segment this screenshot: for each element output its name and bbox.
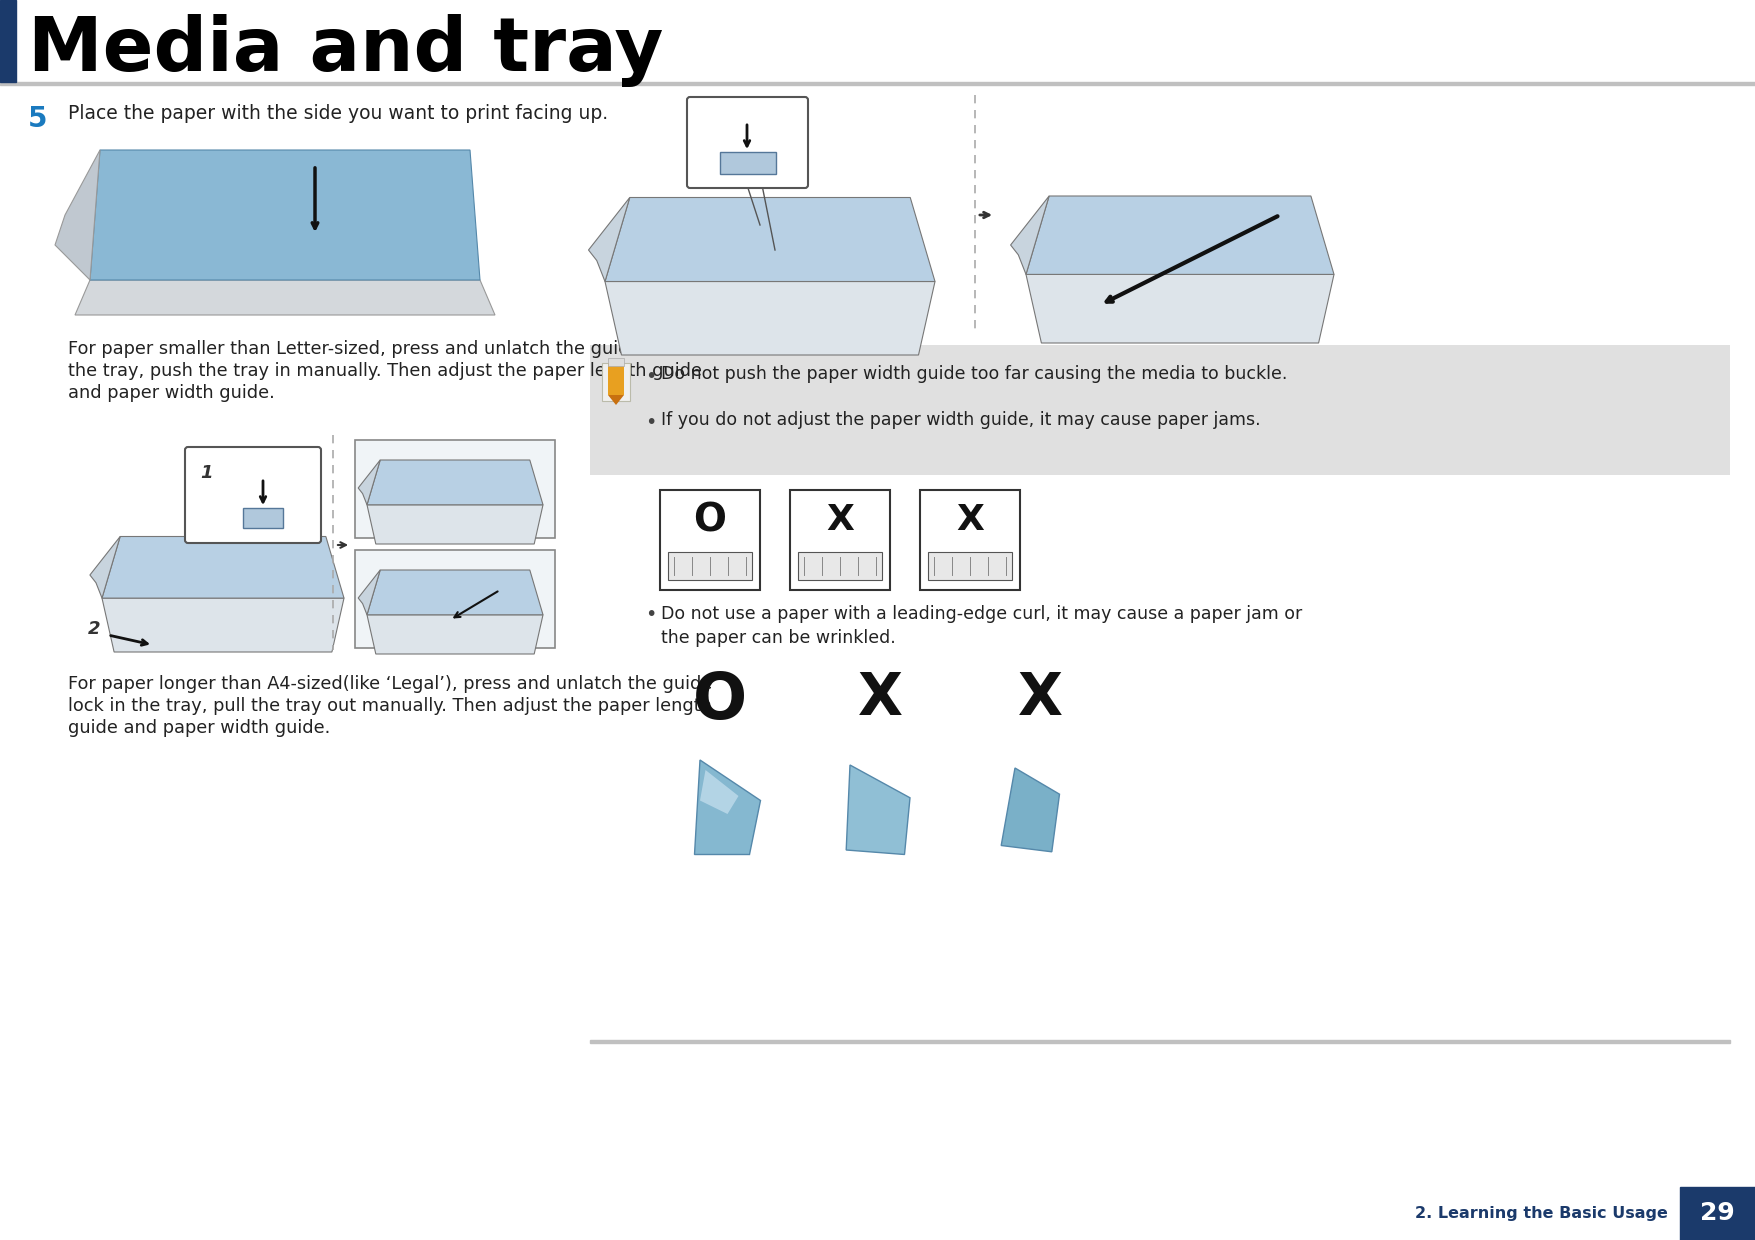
Polygon shape: [1011, 196, 1049, 274]
Text: O: O: [693, 670, 748, 732]
Text: Do not push the paper width guide too far causing the media to buckle.: Do not push the paper width guide too fa…: [662, 365, 1288, 383]
Bar: [607, 358, 625, 366]
Polygon shape: [102, 537, 344, 598]
Polygon shape: [588, 197, 630, 281]
Bar: [660, 490, 760, 590]
Polygon shape: [90, 150, 481, 280]
Polygon shape: [1027, 274, 1334, 343]
Text: •: •: [646, 413, 656, 432]
Polygon shape: [1027, 196, 1334, 274]
Polygon shape: [367, 460, 542, 505]
Bar: [0, 82, 1755, 86]
FancyBboxPatch shape: [184, 446, 321, 543]
Bar: [920, 490, 1020, 590]
Bar: [790, 490, 890, 590]
Text: •: •: [646, 605, 656, 624]
Text: Do not use a paper with a leading-edge curl, it may cause a paper jam or: Do not use a paper with a leading-edge c…: [662, 605, 1302, 622]
Text: 5: 5: [28, 105, 47, 133]
Polygon shape: [605, 281, 935, 355]
Polygon shape: [54, 150, 100, 280]
Polygon shape: [700, 770, 739, 813]
Text: 29: 29: [1701, 1202, 1736, 1225]
Polygon shape: [75, 280, 495, 315]
Polygon shape: [358, 570, 381, 615]
Text: X: X: [827, 503, 855, 537]
Text: O: O: [693, 501, 727, 539]
Polygon shape: [102, 598, 344, 652]
Text: X: X: [956, 503, 985, 537]
Polygon shape: [605, 197, 935, 281]
Text: guide and paper width guide.: guide and paper width guide.: [68, 719, 330, 737]
Bar: [669, 552, 751, 580]
Polygon shape: [90, 537, 119, 598]
Bar: [1680, 1187, 1755, 1240]
Text: •: •: [646, 367, 656, 386]
Bar: [602, 363, 630, 401]
Polygon shape: [367, 615, 542, 653]
Text: 2. Learning the Basic Usage: 2. Learning the Basic Usage: [1415, 1207, 1667, 1221]
FancyBboxPatch shape: [686, 97, 807, 188]
Bar: [355, 440, 555, 538]
Bar: [0, 0, 16, 82]
Bar: [355, 551, 555, 649]
Polygon shape: [607, 396, 625, 405]
Text: lock in the tray, pull the tray out manually. Then adjust the paper length: lock in the tray, pull the tray out manu…: [68, 697, 713, 715]
Polygon shape: [695, 760, 760, 854]
Bar: [720, 153, 776, 174]
Bar: [242, 508, 283, 528]
Text: 2: 2: [88, 620, 100, 639]
Text: 1: 1: [200, 464, 212, 482]
Bar: [928, 552, 1013, 580]
Bar: [590, 1040, 1730, 1043]
Polygon shape: [358, 460, 381, 505]
Text: For paper longer than A4-sized(like ‘Legal’), press and unlatch the guide: For paper longer than A4-sized(like ‘Leg…: [68, 675, 713, 693]
Text: and paper width guide.: and paper width guide.: [68, 384, 276, 402]
Text: Media and tray: Media and tray: [28, 14, 663, 87]
Text: the tray, push the tray in manually. Then adjust the paper length guide: the tray, push the tray in manually. The…: [68, 362, 702, 379]
Bar: [799, 552, 883, 580]
Text: X: X: [1018, 670, 1062, 727]
Text: Place the paper with the side you want to print facing up.: Place the paper with the side you want t…: [68, 104, 609, 123]
Polygon shape: [367, 505, 542, 544]
Text: the paper can be wrinkled.: the paper can be wrinkled.: [662, 629, 895, 647]
Polygon shape: [846, 765, 911, 854]
Polygon shape: [367, 570, 542, 615]
Text: For paper smaller than Letter-sized, press and unlatch the guide lock in: For paper smaller than Letter-sized, pre…: [68, 340, 704, 358]
Bar: [607, 363, 625, 396]
Text: X: X: [858, 670, 902, 727]
Bar: [590, 345, 1730, 475]
Polygon shape: [1000, 768, 1060, 852]
Text: If you do not adjust the paper width guide, it may cause paper jams.: If you do not adjust the paper width gui…: [662, 410, 1260, 429]
